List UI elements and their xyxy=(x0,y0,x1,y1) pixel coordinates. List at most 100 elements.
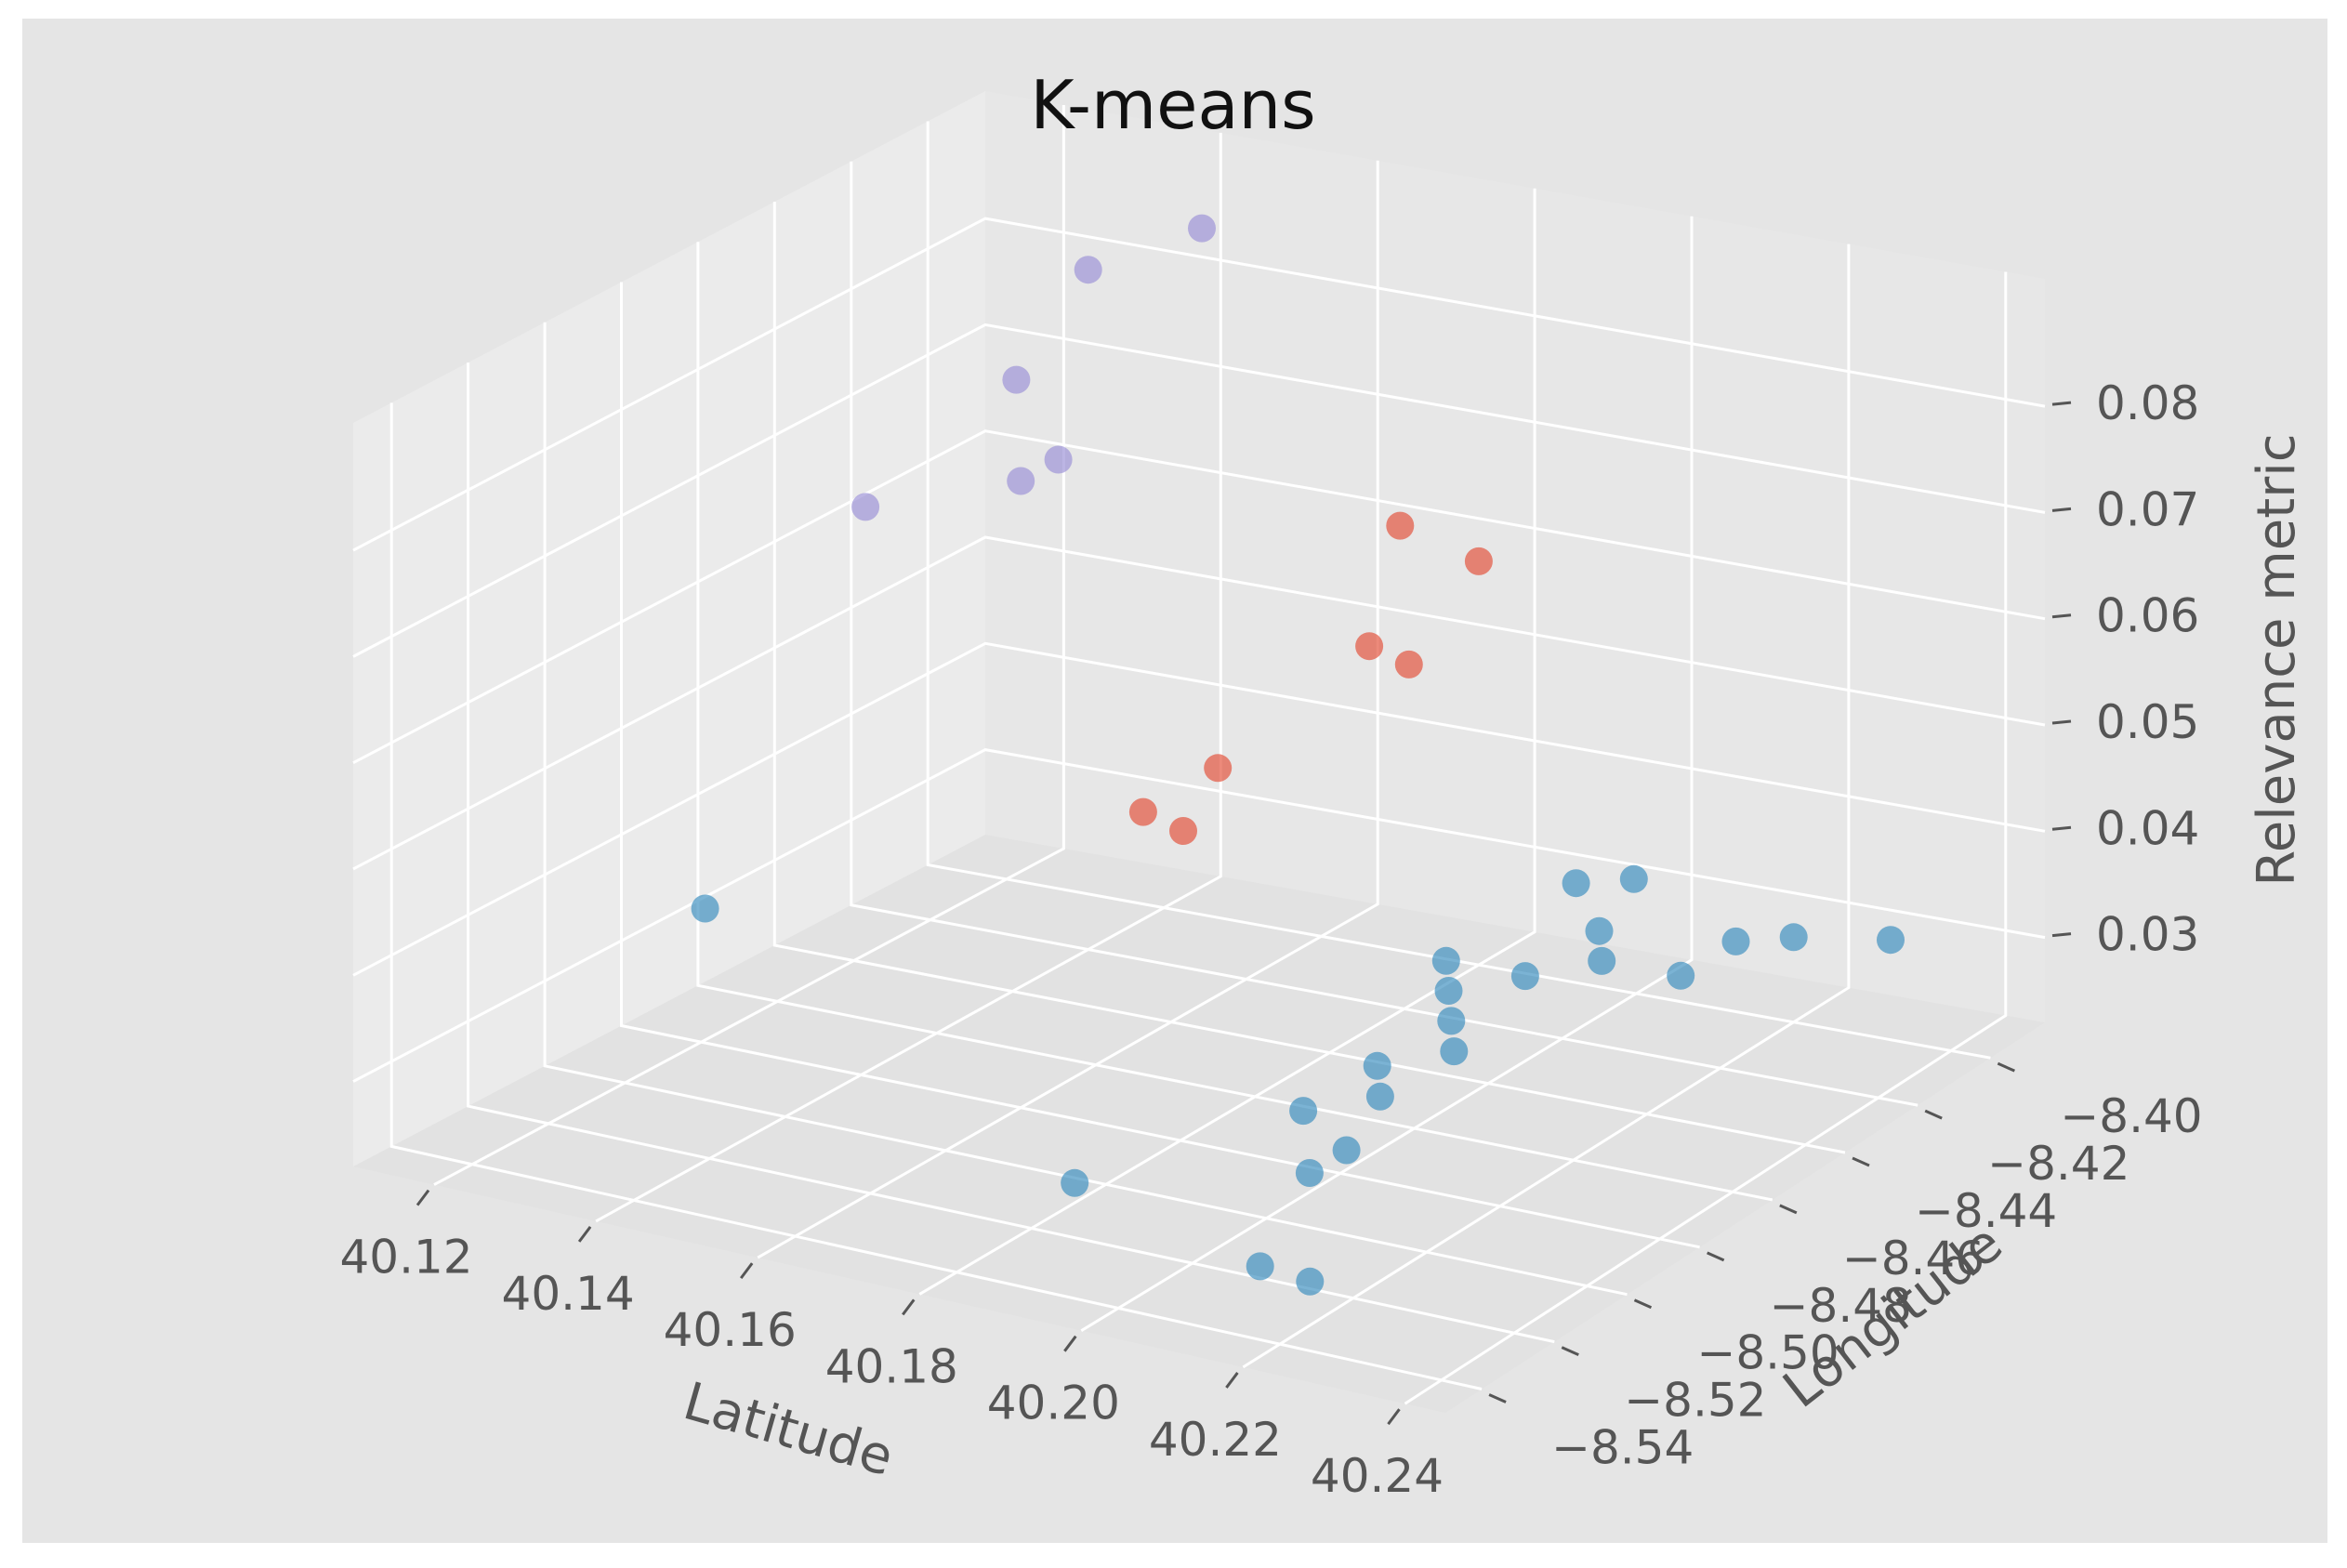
cluster-3-point-4 xyxy=(1074,256,1102,284)
z-tick-5 xyxy=(2051,401,2072,406)
y-tick-label-4: −8.46 xyxy=(1842,1232,1984,1285)
x-tick-label-0: 40.12 xyxy=(339,1231,472,1285)
cluster-1-point-13 xyxy=(1667,961,1695,990)
grid-y-5 xyxy=(772,202,1846,1154)
grid-y-4 xyxy=(696,242,1773,1202)
cluster-3-point-0 xyxy=(851,493,880,521)
cluster-1-point-14 xyxy=(1585,916,1614,945)
cluster-1-point-19 xyxy=(1619,864,1648,893)
z-tick-3 xyxy=(2051,613,2072,619)
cluster-1-point-6 xyxy=(1363,1051,1391,1080)
cluster-1-point-2 xyxy=(1295,1159,1324,1187)
left-pane xyxy=(353,91,985,1166)
y-tick-3 xyxy=(1707,1251,1725,1262)
grid-z-4 xyxy=(352,323,2046,658)
floor-pane xyxy=(353,835,2045,1413)
y-tick-label-6: −8.42 xyxy=(1987,1137,2129,1191)
grid-lines xyxy=(352,105,2046,1405)
y-tick-label-2: −8.50 xyxy=(1696,1326,1839,1380)
grid-y-0 xyxy=(389,402,1483,1390)
grid-y-6 xyxy=(850,161,1918,1107)
cluster-2-point-1 xyxy=(1169,817,1197,845)
grid-z-2 xyxy=(352,535,2046,871)
cluster-1-point-21 xyxy=(1246,1252,1274,1281)
x-tick-label-5: 40.22 xyxy=(1149,1413,1282,1467)
cluster-3-point-5 xyxy=(1188,214,1216,243)
y-tick-label-1: −8.52 xyxy=(1624,1374,1766,1428)
grid-x-0 xyxy=(433,105,1065,1186)
grid-z-5 xyxy=(352,217,2046,552)
cluster-2-point-4 xyxy=(1355,632,1384,661)
x-tick-6 xyxy=(1387,1408,1401,1426)
x-tick-label-4: 40.20 xyxy=(987,1377,1120,1430)
cluster-1-point-10 xyxy=(1431,946,1460,975)
x-tick-label-1: 40.14 xyxy=(502,1267,635,1321)
z-tick-0 xyxy=(2051,932,2072,938)
y-tick-label-3: −8.48 xyxy=(1770,1279,1912,1333)
z-tick-label-2: 0.05 xyxy=(2096,695,2199,749)
grid-y-2 xyxy=(543,322,1628,1297)
back-pane xyxy=(985,91,2045,1022)
grid-y-1 xyxy=(467,362,1555,1344)
x-tick-label-6: 40.24 xyxy=(1311,1449,1444,1503)
grid-x-2 xyxy=(757,160,1379,1259)
axis-ticks xyxy=(415,401,2072,1426)
x-tick-label-3: 40.18 xyxy=(825,1339,958,1393)
z-tick-label-3: 0.06 xyxy=(2096,589,2199,643)
y-tick-0 xyxy=(1488,1393,1507,1403)
x-tick-5 xyxy=(1225,1372,1239,1389)
x-tick-4 xyxy=(1063,1335,1077,1352)
cluster-3-point-3 xyxy=(1002,365,1031,394)
cluster-2-point-3 xyxy=(1394,650,1423,679)
cluster-1-point-8 xyxy=(1437,1007,1466,1035)
cluster-1-point-5 xyxy=(1365,1082,1394,1111)
cluster-1-point-12 xyxy=(1588,946,1616,975)
grid-y-3 xyxy=(620,282,1700,1249)
cluster-2-point-2 xyxy=(1204,754,1233,783)
grid-y-7 xyxy=(926,121,1991,1060)
cluster-1-point-18 xyxy=(1562,869,1590,898)
grid-x-5 xyxy=(1242,244,1851,1369)
y-tick-1 xyxy=(1561,1346,1579,1357)
cluster-1-point-17 xyxy=(1877,926,1905,955)
x-tick-2 xyxy=(739,1262,754,1280)
cluster-3-point-1 xyxy=(1007,467,1035,495)
cluster-1-point-7 xyxy=(1440,1037,1469,1066)
cluster-1-point-11 xyxy=(1510,962,1539,991)
cluster-1-point-0 xyxy=(1061,1168,1089,1197)
grid-x-3 xyxy=(918,188,1536,1296)
y-tick-label-7: −8.40 xyxy=(2060,1089,2202,1143)
grid-x-6 xyxy=(1404,271,2008,1405)
y-tick-label-0: −8.54 xyxy=(1551,1421,1694,1475)
z-axis-title: Relevance metric xyxy=(2247,433,2307,886)
grid-z-1 xyxy=(352,641,2046,977)
cluster-1-point-3 xyxy=(1289,1097,1318,1126)
z-tick-label-0: 0.03 xyxy=(2096,908,2199,962)
x-tick-label-2: 40.16 xyxy=(664,1303,797,1357)
cluster-1-point-4 xyxy=(1332,1136,1361,1165)
z-tick-2 xyxy=(2051,719,2072,725)
grid-x-1 xyxy=(595,132,1222,1223)
cluster-1-point-20 xyxy=(691,894,719,923)
grid-x-4 xyxy=(1080,216,1694,1332)
grid-z-0 xyxy=(352,748,2046,1083)
cluster-2-point-5 xyxy=(1464,547,1493,575)
axes-panes xyxy=(353,91,2045,1413)
x-tick-1 xyxy=(577,1225,592,1243)
cluster-2-point-6 xyxy=(1386,511,1415,540)
y-tick-4 xyxy=(1779,1204,1798,1215)
x-tick-3 xyxy=(902,1298,916,1316)
y-tick-2 xyxy=(1633,1298,1653,1310)
chart-title: K-means xyxy=(1030,66,1315,144)
z-tick-label-1: 0.04 xyxy=(2096,801,2199,855)
y-tick-label-5: −8.44 xyxy=(1915,1184,2057,1238)
grid-z-3 xyxy=(352,429,2046,765)
x-tick-0 xyxy=(415,1189,430,1206)
cluster-3-point-2 xyxy=(1044,445,1073,474)
cluster-1-point-15 xyxy=(1721,927,1750,955)
z-tick-4 xyxy=(2051,507,2072,512)
cluster-2-point-0 xyxy=(1128,797,1157,826)
z-tick-1 xyxy=(2051,825,2072,831)
y-tick-6 xyxy=(1924,1109,1943,1120)
